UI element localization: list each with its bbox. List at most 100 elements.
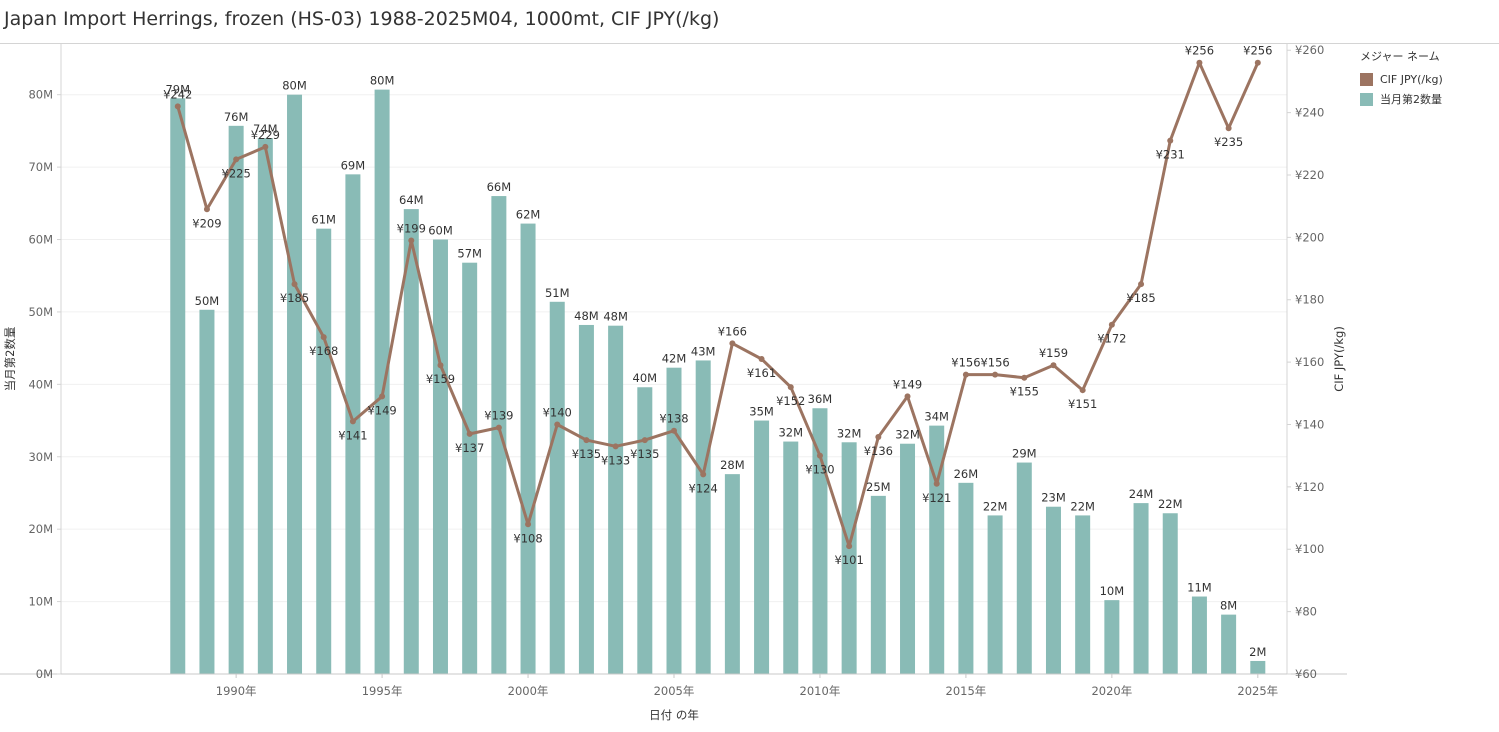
y2-tick-label: ¥260	[1295, 43, 1324, 57]
chart-area[interactable]: 79M 50M 76M 74M 80M 61M 69M 80M 64M 60M 57M 66M 62M 5…	[0, 0, 1350, 732]
bar	[462, 262, 478, 674]
bar-label: 24M	[1129, 487, 1154, 501]
bar-label: 66M	[487, 180, 512, 194]
price-point	[291, 281, 298, 288]
price-point	[320, 334, 327, 341]
price-point	[495, 424, 502, 431]
y-tick-label: 40M	[28, 377, 53, 391]
price-point	[1254, 59, 1261, 66]
price-label: ¥138	[659, 412, 688, 426]
bar-label: 74M	[253, 122, 278, 136]
price-label: ¥140	[543, 405, 572, 419]
price-label: ¥149	[367, 403, 396, 417]
price-point	[612, 443, 619, 450]
price-point	[671, 427, 677, 434]
price-label: ¥235	[1214, 135, 1243, 149]
bar	[1191, 596, 1207, 674]
bar-label: 43M	[691, 344, 716, 358]
y2-tick-label: ¥220	[1295, 168, 1324, 182]
price-point	[992, 371, 999, 378]
bar-label: 36M	[808, 392, 833, 406]
price-label: ¥209	[192, 216, 221, 230]
bar	[228, 125, 244, 675]
bar-label: 10M	[1100, 584, 1125, 598]
price-label: ¥199	[397, 221, 426, 235]
y-tick-label: 60M	[28, 233, 53, 247]
price-point	[1225, 125, 1232, 132]
bar	[900, 443, 916, 674]
price-label: ¥136	[864, 444, 893, 458]
bar-label: 42M	[662, 352, 687, 366]
price-point	[583, 437, 590, 444]
legend-swatch-price	[1360, 72, 1373, 86]
bar	[1250, 660, 1266, 674]
bar-label: 51M	[545, 286, 570, 300]
bar	[403, 209, 419, 674]
x-tick-label: 2010年	[800, 684, 841, 698]
bar	[637, 387, 653, 674]
y-tick-label: 0M	[36, 667, 53, 681]
price-point	[1050, 362, 1057, 369]
bar	[783, 441, 799, 674]
bar-label: 28M	[720, 458, 745, 472]
price-point	[1196, 59, 1203, 66]
bar-label: 48M	[603, 310, 628, 324]
legend-label-price: CIF JPY(/kg)	[1380, 72, 1443, 86]
bar	[666, 367, 682, 674]
price-point	[262, 143, 269, 150]
bar-label: 11M	[1187, 581, 1212, 595]
bar-label: 29M	[1012, 447, 1037, 461]
x-tick-label: 2020年	[1091, 684, 1132, 698]
price-point	[466, 430, 473, 437]
legend-item-quantity[interactable]: 当月第2数量	[1360, 89, 1443, 109]
y-tick-label: 30M	[28, 450, 53, 464]
y2-tick-label: ¥180	[1295, 293, 1324, 307]
bar	[287, 94, 303, 675]
bar-label: 76M	[224, 110, 249, 124]
price-line	[176, 61, 1260, 548]
price-point	[787, 384, 794, 391]
bar-label: 61M	[311, 213, 336, 227]
price-label: ¥139	[484, 409, 513, 423]
line-series-price	[174, 59, 1261, 550]
bar	[841, 442, 857, 674]
y2-tick-label: ¥160	[1295, 355, 1324, 369]
price-point	[525, 521, 532, 528]
price-point	[554, 421, 561, 428]
price-label: ¥151	[1068, 397, 1097, 411]
bar-label: 62M	[516, 208, 541, 222]
x-tick-label: 2015年	[946, 684, 987, 698]
bar-label: 80M	[282, 79, 307, 93]
price-point	[1079, 387, 1086, 394]
bar	[754, 420, 770, 674]
bar	[578, 324, 594, 674]
axes: 0M 10M 20M 30M 40M 50M 60M 70M 80M ¥60 ¥80 ¥100 ¥120…	[0, 43, 1347, 722]
bar-label: 26M	[954, 467, 979, 481]
legend-item-price[interactable]: CIF JPY(/kg)	[1360, 69, 1443, 89]
price-point	[1108, 321, 1115, 328]
bar	[929, 425, 945, 674]
bar	[170, 98, 186, 674]
bar	[1075, 515, 1091, 674]
bar-label: 22M	[983, 499, 1008, 513]
price-label: ¥135	[630, 447, 659, 461]
price-label: ¥121	[922, 491, 951, 505]
bar	[549, 301, 565, 674]
data-labels: 79M 50M 76M 74M 80M 61M 69M 80M 64M 60M 57M 66M 62M 5…	[163, 44, 1272, 659]
price-label: ¥256	[1243, 44, 1272, 58]
price-point	[1021, 374, 1028, 381]
price-label: ¥166	[718, 324, 747, 338]
price-point	[203, 206, 210, 213]
legend-swatch-quantity	[1360, 92, 1373, 106]
bar-label: 64M	[399, 193, 424, 207]
bar	[987, 515, 1003, 674]
y-tick-label: 50M	[28, 305, 53, 319]
price-label: ¥225	[222, 166, 251, 180]
bar-label: 8M	[1220, 599, 1237, 613]
price-label: ¥168	[309, 344, 338, 358]
x-tick-label: 1995年	[362, 684, 403, 698]
price-point	[437, 362, 444, 369]
price-label: ¥229	[251, 128, 280, 142]
price-point	[233, 156, 240, 163]
bar	[724, 474, 740, 674]
